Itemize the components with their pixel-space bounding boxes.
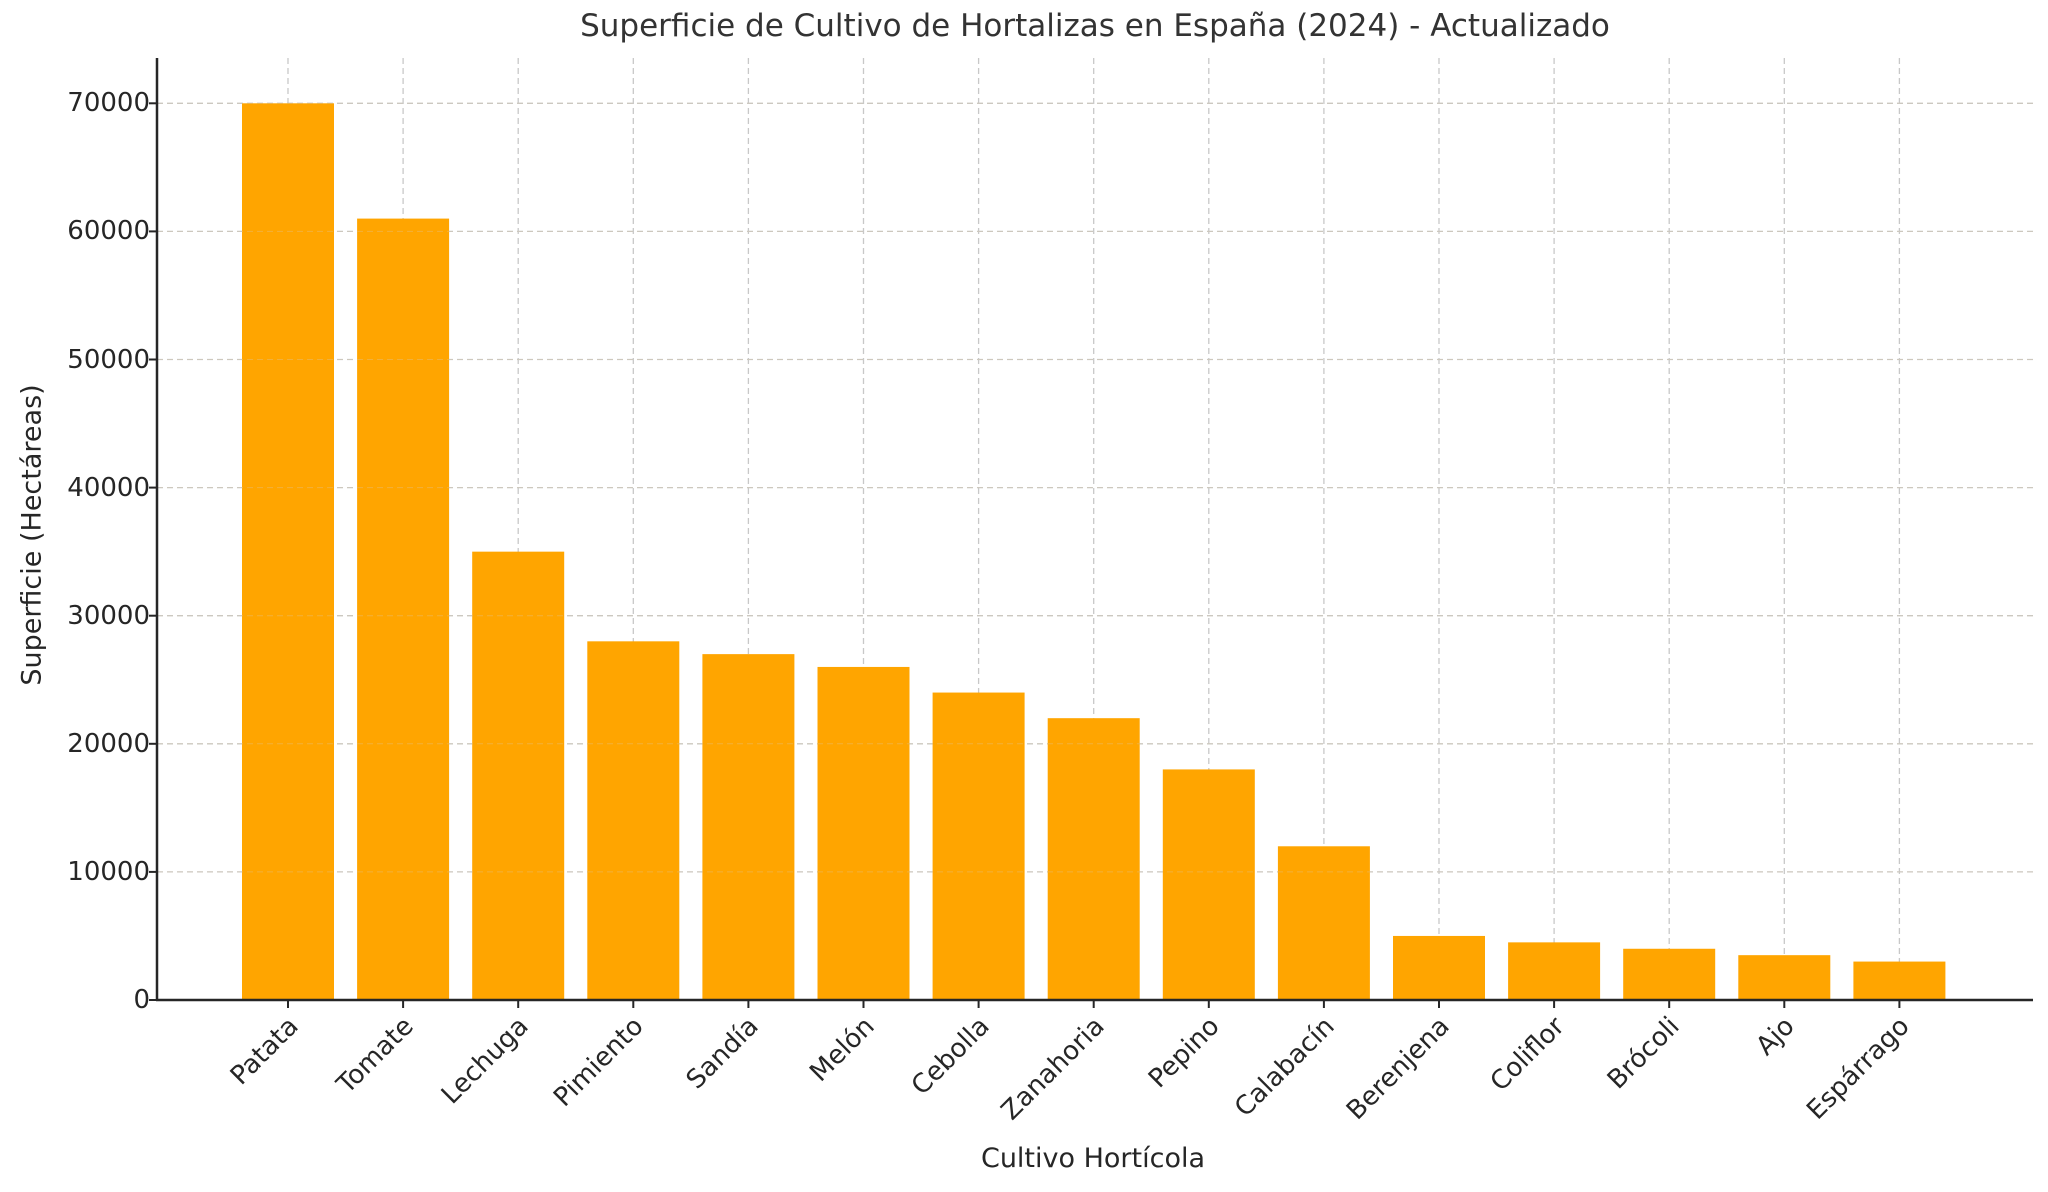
bar-sandía (702, 654, 795, 1000)
y-tick-label: 50000 (67, 344, 150, 375)
y-tick-label: 70000 (67, 88, 150, 119)
bar-patata (242, 103, 334, 1001)
chart-title: Superficie de Cultivo de Hortalizas en E… (580, 8, 1610, 44)
bar-berenjena (1393, 935, 1485, 1000)
bar-melón (817, 666, 910, 1000)
bar-tomate (357, 218, 450, 1001)
y-tick-label: 20000 (67, 728, 150, 759)
y-tick-label: 0 (133, 985, 150, 1015)
bar-lechuga (472, 551, 565, 1000)
bar-pepino (1162, 769, 1255, 1000)
y-tick-label: 40000 (67, 472, 150, 503)
y-tick-label: 30000 (67, 600, 150, 631)
bar-calabacín (1277, 846, 1370, 1000)
bar-pimiento (587, 641, 680, 1000)
bar-brócoli (1623, 948, 1716, 1000)
y-tick-label: 60000 (67, 216, 150, 247)
bar-ajo (1738, 955, 1831, 1000)
bar-coliflor (1508, 942, 1601, 1000)
bar-zanahoria (1047, 718, 1140, 1000)
x-axis-label: Cultivo Hortícola (980, 1143, 1206, 1174)
y-tick-label: 10000 (67, 856, 150, 887)
bar-cebolla (932, 692, 1025, 1000)
y-axis-label: Superficie (Hectáreas) (16, 384, 48, 686)
bar-espárrago (1853, 961, 1946, 1000)
